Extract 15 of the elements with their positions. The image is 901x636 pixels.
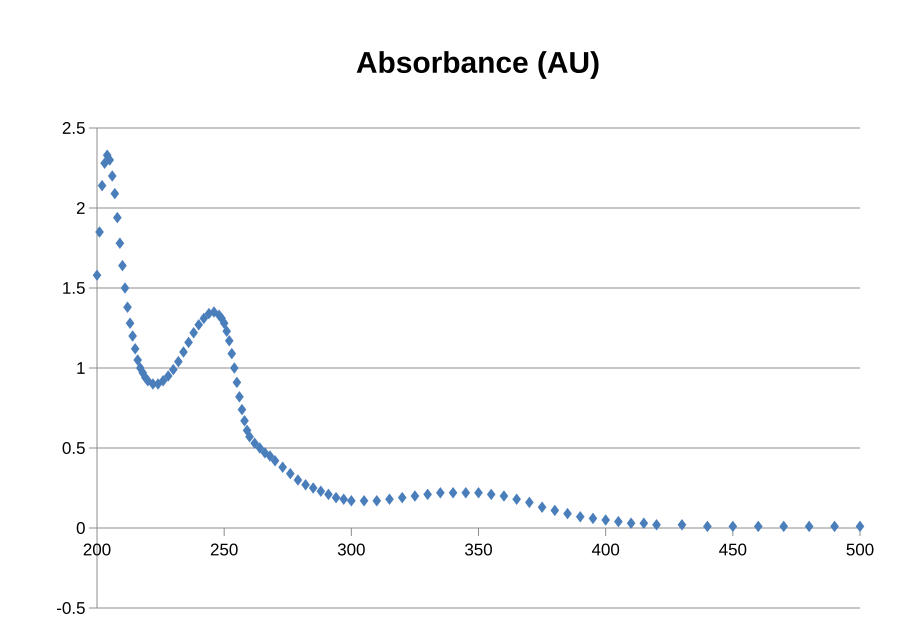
y-tick-label: 1 [77,362,85,374]
x-tick-label: 300 [338,544,365,556]
y-tick-label: 2.5 [62,122,85,134]
y-tick-label: 0.5 [62,442,85,454]
x-tick-label: 500 [846,544,874,556]
x-tick-label: 400 [592,544,620,556]
x-tick-label: 350 [465,544,492,556]
y-tick-label: -0.5 [57,602,85,614]
y-tick-label: 0 [76,522,85,534]
chart-title: Absorbance (AU) [356,51,599,79]
x-tick-label: 200 [84,544,110,556]
x-tick-label: 250 [210,544,238,556]
x-tick-label: 450 [719,544,746,556]
y-tick-label: 2 [76,202,85,214]
y-tick-label: 1.5 [63,282,85,294]
